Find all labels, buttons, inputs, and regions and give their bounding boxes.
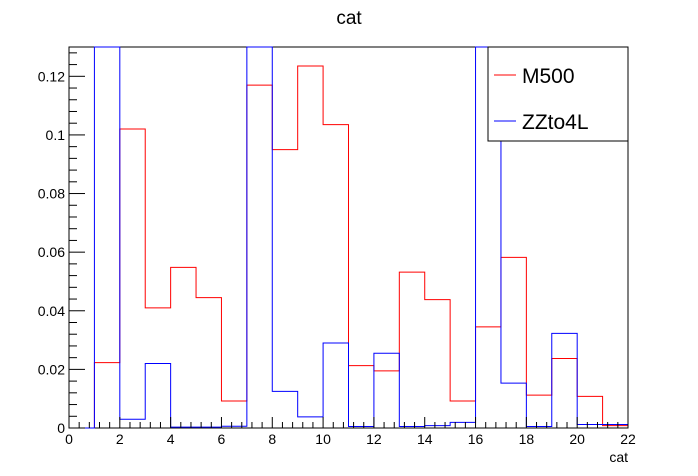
y-tick-label: 0.1 xyxy=(46,127,66,143)
x-axis-title: cat xyxy=(609,449,628,465)
x-tick-label: 18 xyxy=(519,431,535,447)
x-tick-label: 0 xyxy=(65,431,73,447)
axes-layer: 0 2 4 6 8 10 12 14 16 18 20 22 0 0.02 0.04 0.06 0.08 0.1 0… xyxy=(38,52,636,447)
y-tick-label: 0 xyxy=(57,420,65,436)
y-tick-label: 0.04 xyxy=(38,303,65,319)
plot-frame xyxy=(68,46,629,429)
x-tick-label: 4 xyxy=(167,431,175,447)
y-tick-label: 0.08 xyxy=(38,186,65,202)
legend-label-m500: M500 xyxy=(522,65,575,88)
legend: M500 ZZto4L xyxy=(487,46,629,142)
x-tick-label: 8 xyxy=(268,431,276,447)
x-tick-label: 12 xyxy=(366,431,382,447)
legend-box xyxy=(487,46,629,142)
y-tick-label: 0.06 xyxy=(38,244,65,260)
y-tick-label: 0.02 xyxy=(38,361,65,377)
x-tick-label: 2 xyxy=(116,431,124,447)
x-tick-label: 16 xyxy=(468,431,484,447)
x-tick-label: 6 xyxy=(218,431,226,447)
legend-label-zzto4l: ZZto4L xyxy=(522,111,589,134)
chart-title: cat xyxy=(336,8,362,29)
legend-items: M500 ZZto4L xyxy=(494,65,589,134)
series-zzto4l-line xyxy=(69,46,628,429)
y-tick-label: 0.12 xyxy=(38,68,65,84)
x-tick-label: 14 xyxy=(417,431,433,447)
series-layer xyxy=(69,46,628,429)
series-m500-line xyxy=(69,65,628,429)
x-tick-label: 22 xyxy=(620,431,636,447)
x-tick-label: 10 xyxy=(315,431,331,447)
x-tick-label: 20 xyxy=(569,431,585,447)
